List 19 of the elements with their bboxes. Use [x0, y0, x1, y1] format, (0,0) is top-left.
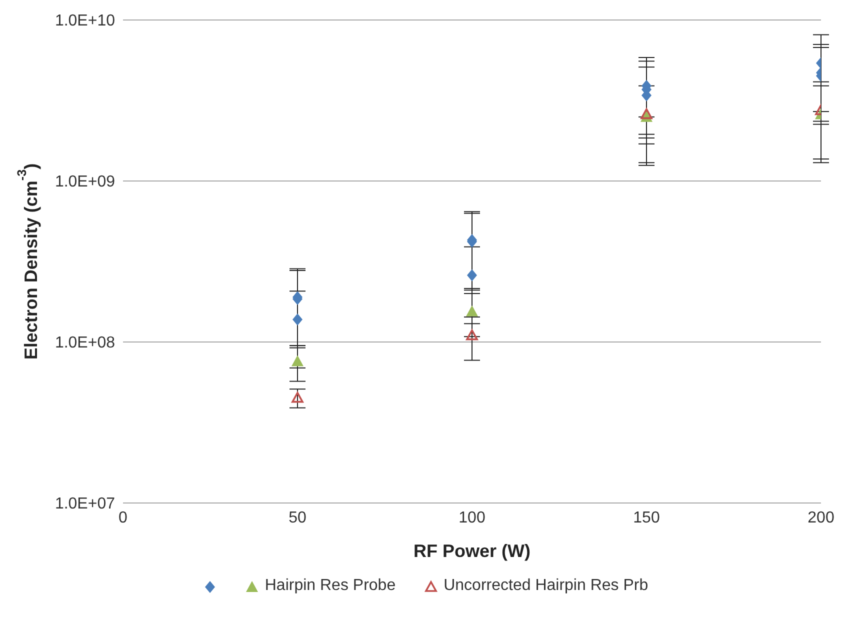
- x-tick-label: 100: [458, 509, 486, 526]
- y-tick-label: 1.0E+07: [54, 496, 116, 513]
- point: [466, 305, 478, 316]
- x-axis-title: RF Power (W): [414, 541, 530, 561]
- legend-label: Uncorrected Hairpin Res Prb: [444, 577, 648, 595]
- point: [640, 108, 652, 120]
- point: [292, 392, 304, 403]
- y-tick-label: 1.0E+10: [54, 12, 116, 30]
- point: [292, 313, 302, 326]
- legend-label: Hairpin Res Probe: [264, 577, 396, 595]
- point: [467, 269, 477, 282]
- x-tick-label: 0: [118, 509, 128, 526]
- y-tick-label: 1.0E+08: [54, 334, 116, 352]
- point: [292, 355, 304, 366]
- y-tick-label: 1.0E+09: [54, 174, 116, 191]
- x-tick-label: 50: [288, 509, 306, 526]
- x-tick-label: 200: [808, 509, 834, 526]
- point: [466, 329, 478, 340]
- x-tick-label: 150: [633, 509, 660, 526]
